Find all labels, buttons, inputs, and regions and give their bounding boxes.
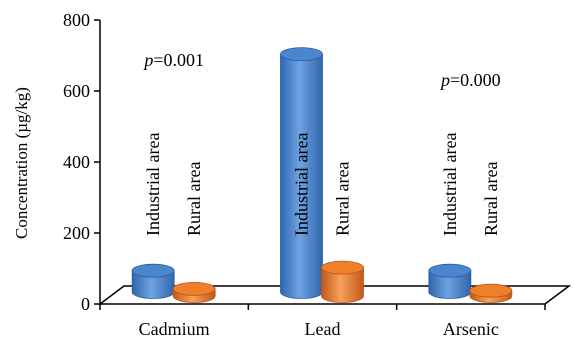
bar-label-cadmium-industrial: Industrial area <box>143 133 163 236</box>
x-tick-label-lead: Lead <box>305 319 341 339</box>
y-tick-label: 600 <box>63 81 90 101</box>
bar-arsenic-rural <box>469 283 513 303</box>
p-value-annotation-cadmium: p=0.001 <box>142 50 204 70</box>
bar-label-arsenic-industrial: Industrial area <box>440 133 460 236</box>
bar-label-lead-industrial: Industrial area <box>292 133 312 236</box>
y-tick-label: 200 <box>63 223 90 243</box>
bar-label-cadmium-rural: Rural area <box>184 162 204 236</box>
bar-cadmium-industrial <box>131 263 175 299</box>
x-tick-label-arsenic: Arsenic <box>443 319 499 339</box>
bar-label-lead-rural: Rural area <box>333 162 353 236</box>
bar-cadmium-rural <box>172 281 216 303</box>
y-tick-label: 400 <box>63 152 90 172</box>
bar-lead-rural <box>321 260 364 303</box>
p-value-annotation-arsenic: p=0.000 <box>439 70 501 90</box>
bar-label-arsenic-rural: Rural area <box>481 162 501 236</box>
y-tick-label: 800 <box>63 10 90 30</box>
y-axis-label: Concentration (µg/kg) <box>12 87 31 239</box>
x-tick-label-cadmium: Cadmium <box>139 319 210 339</box>
y-tick-label: 0 <box>81 294 90 314</box>
bar-arsenic-industrial <box>428 263 472 299</box>
